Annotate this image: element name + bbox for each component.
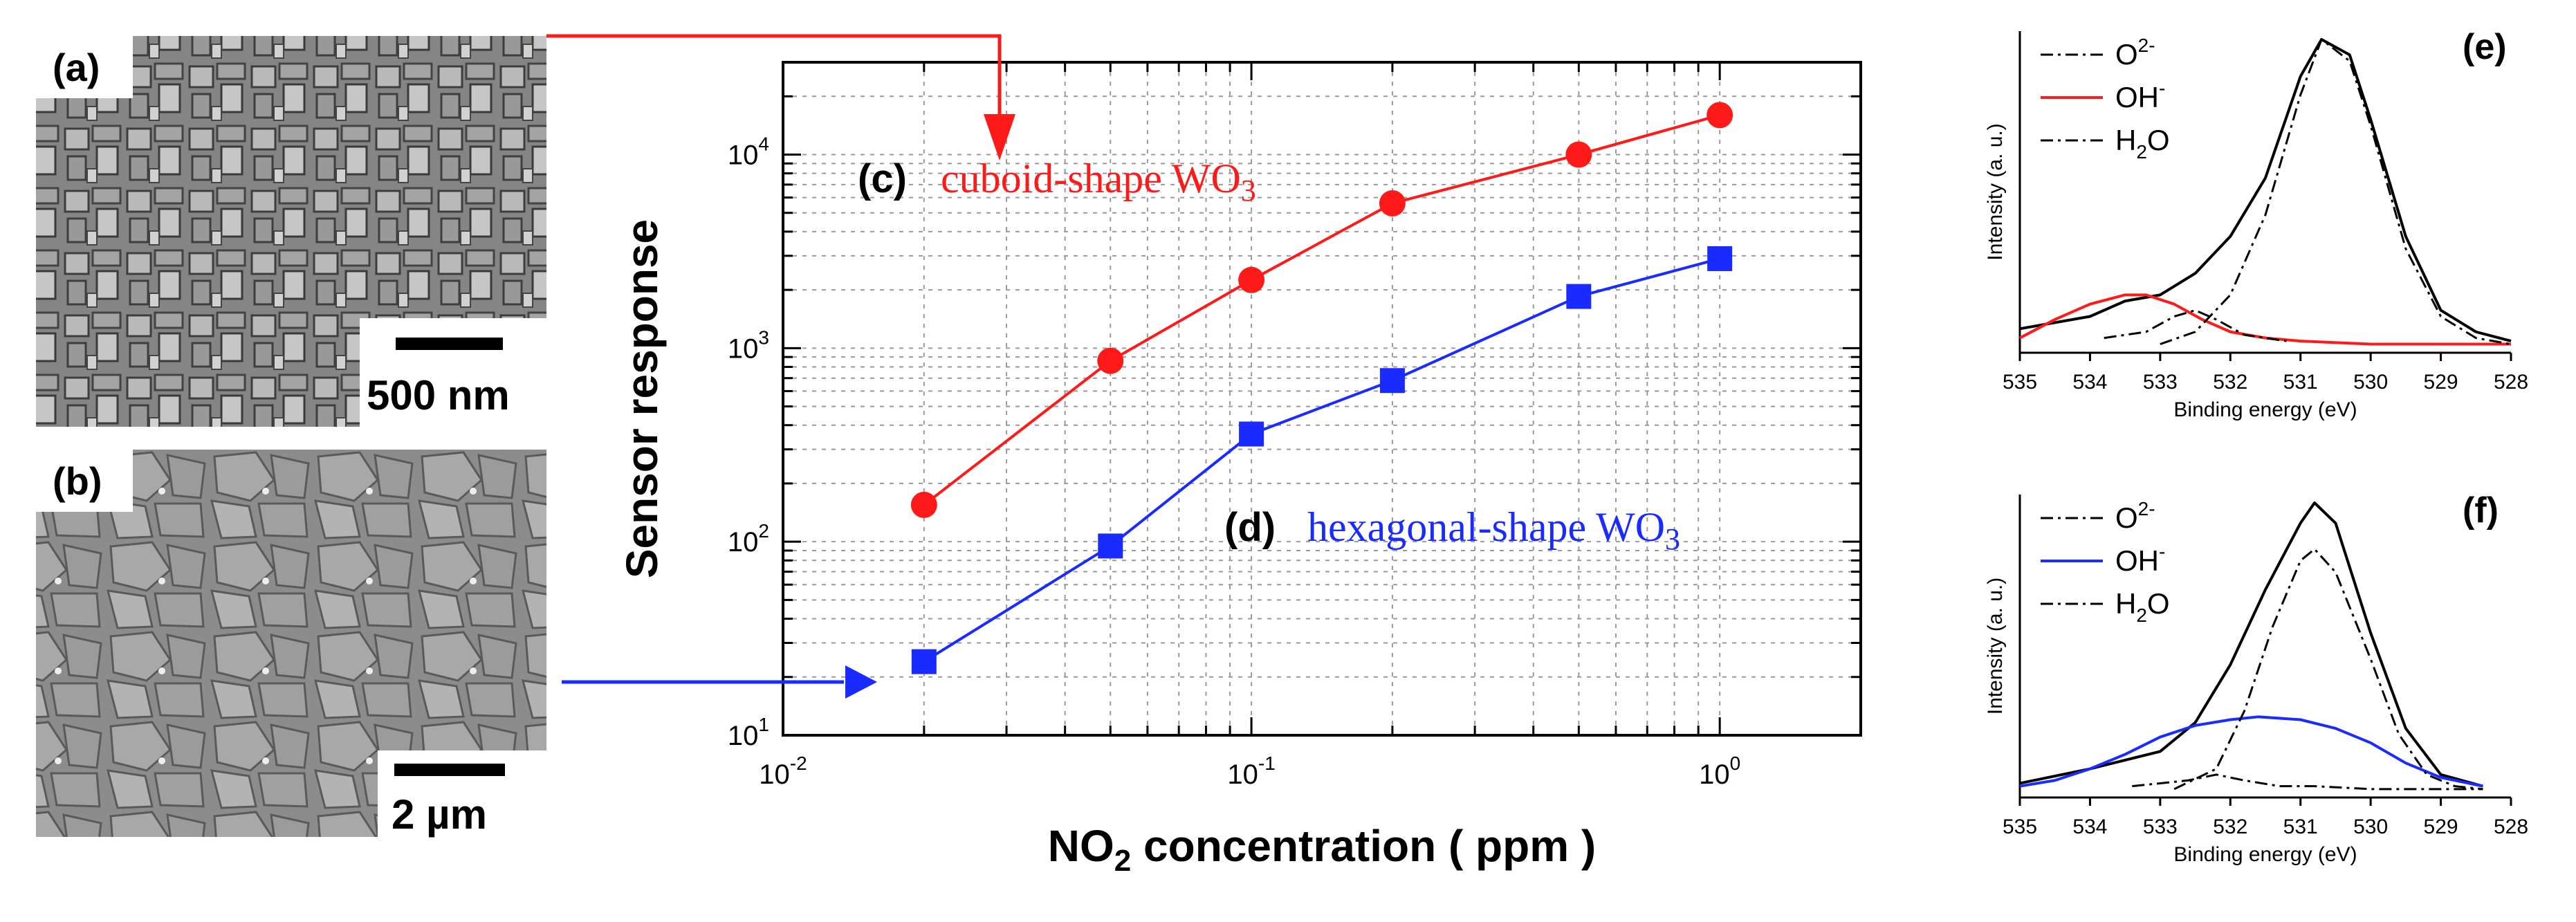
y-tick-label: 101 [728, 714, 769, 751]
cuboid-point [1379, 190, 1406, 216]
xps-x-tick-label: 528 [2494, 815, 2528, 838]
panel-b: (b) 2 µm [36, 450, 546, 838]
hexagonal-point [1098, 533, 1123, 559]
main-y-axis-label: Sensor response [617, 219, 667, 578]
panel-b-label-box [36, 450, 133, 512]
scale-bar-a [396, 338, 503, 350]
xps-x-tick-label: 531 [2283, 815, 2318, 838]
xps-panel-label: (f) [2463, 490, 2499, 531]
main-chart: 10-2 10-1 100 101 102 103 104 (c) cuboid-shape … [617, 61, 1862, 878]
cuboid-point [1565, 141, 1592, 168]
xps-x-tick-label: 530 [2353, 371, 2388, 394]
hexagonal-point [1239, 421, 1264, 447]
xps-legend-label: O2- [2115, 498, 2155, 534]
xps-legend-label: H2O [2115, 587, 2170, 626]
arrow-b-to-d-head [845, 665, 877, 699]
annotation-text-c: cuboid-shape WO3 [941, 156, 1256, 208]
xps-legend-label: H2O [2115, 124, 2170, 163]
xps-envelope-curve [2019, 38, 2512, 343]
xps-x-tick-label: 529 [2424, 371, 2458, 394]
cuboid-point [1238, 266, 1265, 293]
y-tick-label: 103 [728, 326, 769, 364]
xps-x-axis-label: Binding energy (eV) [2173, 398, 2357, 421]
xps-panel-f: 535 534 533 532 531 530 529 528 Binding energy (… [1984, 490, 2528, 866]
xps-x-tick-label: 532 [2213, 815, 2247, 838]
arrow-a-to-c-head [984, 114, 1015, 160]
xps-x-tick-label: 533 [2143, 371, 2178, 394]
main-plot-frame [782, 61, 1862, 737]
hexagonal-point [911, 649, 937, 674]
y-tick-label: 102 [728, 520, 769, 557]
xps-envelope-curve [2019, 501, 2483, 788]
y-tick-label: 104 [728, 133, 769, 171]
xps-x-tick-label: 535 [2003, 371, 2037, 394]
annotation-tag-d: (d) [1224, 505, 1276, 550]
xps-o2-curve [2160, 38, 2512, 346]
connector-arrows [546, 34, 1015, 699]
xps-x-tick-label: 528 [2494, 371, 2528, 394]
panel-b-label: (b) [53, 459, 102, 503]
xps-y-axis-label: Intensity (a. u.) [1984, 578, 2007, 714]
main-series [910, 102, 1733, 674]
main-x-axis-label: NO2 concentration ( ppm ) [1048, 821, 1596, 878]
xps-x-axis-label: Binding energy (eV) [2173, 843, 2357, 866]
xps-o2-curve [2173, 548, 2483, 791]
panel-a-label-box [36, 36, 133, 98]
xps-x-tick-label: 529 [2424, 815, 2458, 838]
panel-a-label: (a) [53, 46, 100, 89]
xps-x-tick-label: 531 [2283, 371, 2318, 394]
x-tick-label: 100 [1699, 753, 1740, 790]
cuboid-point [910, 491, 937, 518]
cuboid-series-line [923, 113, 1720, 506]
xps-x-tick-label: 534 [2072, 371, 2107, 394]
scale-bar-a-box [360, 318, 546, 427]
xps-legend-label: OH- [2115, 541, 2165, 577]
cuboid-point [1097, 347, 1124, 374]
arrow-a-to-c [546, 34, 1002, 142]
panel-a: (a) 500 nm [36, 36, 546, 427]
annotation-tag-c: (c) [858, 156, 907, 201]
xps-x-tick-label: 530 [2353, 815, 2388, 838]
hexagonal-series-line [923, 257, 1720, 663]
x-tick-label: 10-2 [759, 753, 807, 790]
xps-panel-e: 535 534 533 532 531 530 529 528 Binding energy (… [1984, 27, 2528, 421]
main-annotations: (c) cuboid-shape WO3 (d) hexagonal-shape WO… [858, 156, 1680, 556]
hexagonal-point [1566, 284, 1592, 309]
xps-x-tick-label: 534 [2072, 815, 2107, 838]
xps-legend-label: O2- [2115, 35, 2155, 71]
annotation-text-d: hexagonal-shape WO3 [1307, 504, 1680, 556]
scale-bar-b-label: 2 µm [392, 791, 487, 838]
xps-legend-label: OH- [2115, 77, 2165, 113]
x-tick-label: 10-1 [1227, 753, 1275, 790]
xps-x-tick-label: 533 [2143, 815, 2178, 838]
main-ticks: 10-2 10-1 100 101 102 103 104 [728, 62, 1861, 790]
xps-y-axis-label: Intensity (a. u.) [1984, 123, 2007, 260]
xps-panel-label: (e) [2463, 27, 2507, 67]
hexagonal-point [1707, 246, 1733, 271]
xps-x-tick-label: 535 [2003, 815, 2037, 838]
cuboid-point [1706, 102, 1733, 129]
xps-h2o-curve [2104, 309, 2287, 342]
scale-bar-a-label: 500 nm [367, 372, 510, 418]
xps-x-tick-label: 532 [2213, 371, 2247, 394]
scale-bar-b [394, 764, 505, 776]
hexagonal-point [1379, 368, 1405, 394]
xps-oh-curve [2019, 715, 2483, 788]
xps-oh-curve [2019, 293, 2511, 346]
